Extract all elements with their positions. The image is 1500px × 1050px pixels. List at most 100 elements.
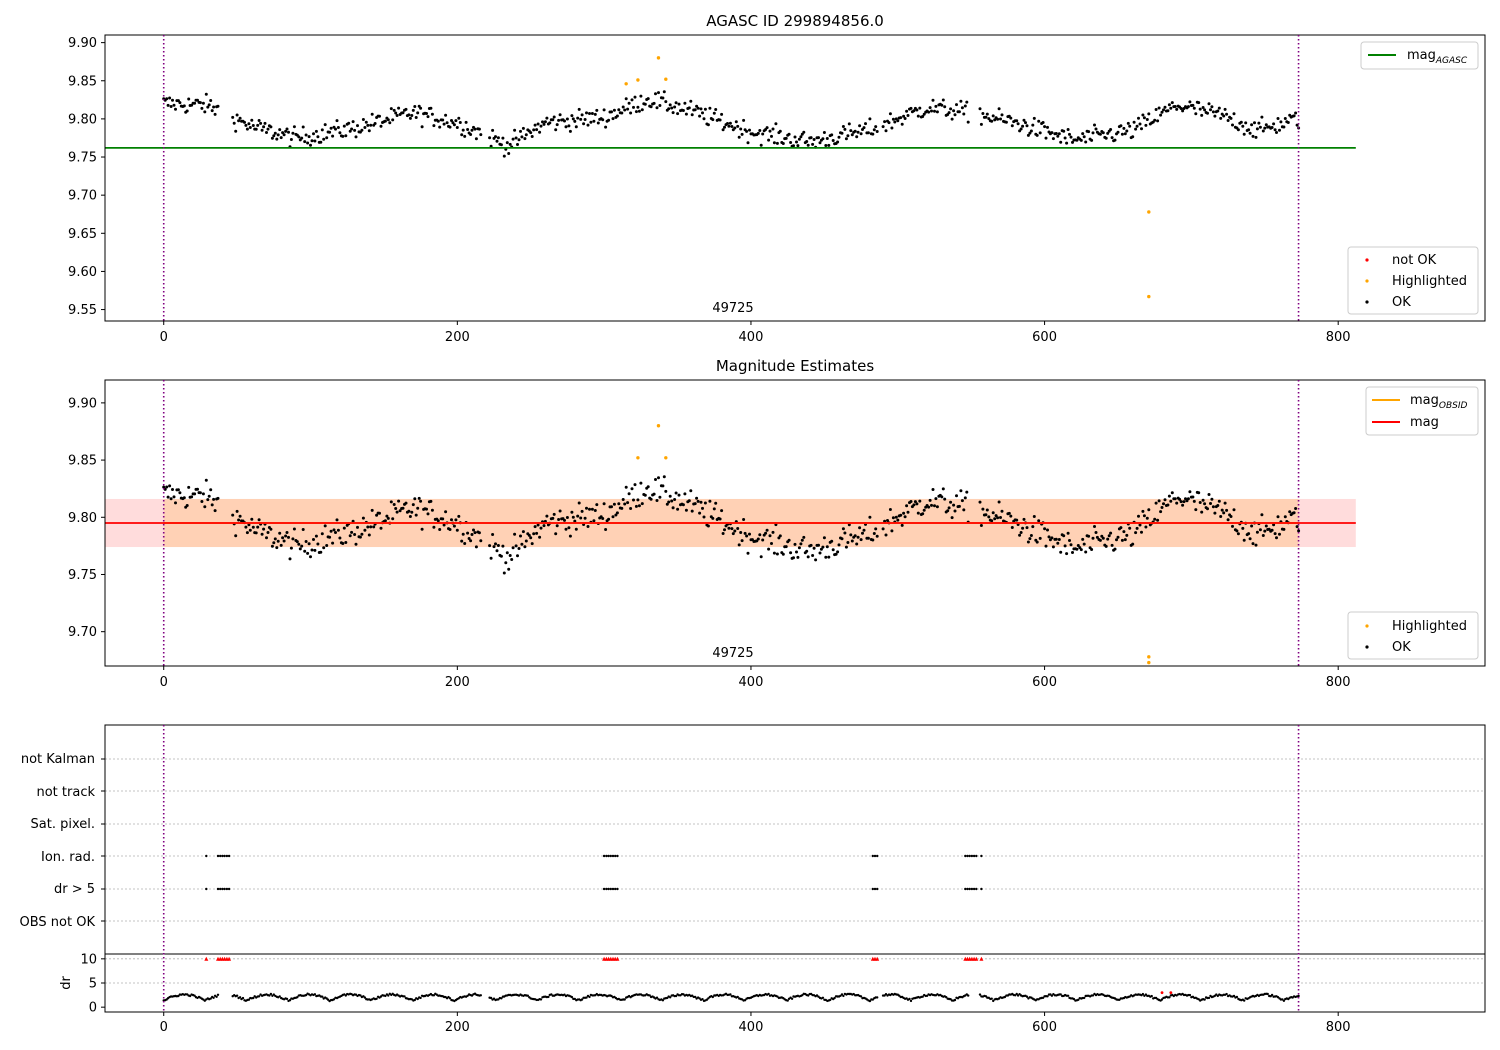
ok-point: [369, 525, 373, 529]
ok-point: [661, 484, 665, 488]
ok-point: [1282, 527, 1286, 531]
ok-point: [414, 513, 418, 517]
ok-point: [450, 119, 453, 122]
ok-point: [952, 503, 956, 507]
y-tick-label: 9.85: [68, 74, 97, 89]
ok-point: [827, 555, 831, 559]
dr-point: [288, 999, 292, 1002]
dr-point: [1168, 996, 1171, 999]
dr-point: [269, 992, 273, 996]
ok-point: [687, 499, 691, 503]
ok-point: [273, 537, 277, 541]
ok-point: [580, 509, 584, 513]
ok-point: [601, 118, 605, 122]
ok-point: [1157, 499, 1161, 503]
ok-point: [952, 109, 956, 113]
ok-point: [588, 507, 591, 511]
ok-point: [611, 117, 615, 121]
highlighted-point: [1147, 655, 1151, 659]
ok-point: [408, 515, 412, 518]
ok-point: [410, 114, 414, 117]
ok-point: [1032, 515, 1036, 518]
ok-point: [1010, 124, 1014, 128]
ok-point: [206, 498, 210, 502]
flag-point: [219, 854, 222, 858]
ok-point: [743, 531, 747, 535]
ok-point: [508, 554, 512, 557]
highlighted-point: [1147, 294, 1151, 299]
ok-point: [602, 108, 606, 112]
ok-point: [778, 534, 782, 538]
dr-point: [247, 998, 251, 1001]
ok-point: [595, 503, 599, 507]
ok-point: [538, 130, 542, 134]
ok-point: [209, 488, 213, 492]
ok-point: [658, 104, 662, 107]
ok-point: [1044, 136, 1048, 140]
ok-point: [768, 534, 772, 538]
ok-point: [203, 110, 207, 114]
ok-point: [957, 110, 961, 114]
ok-point: [668, 494, 672, 498]
ok-point: [426, 115, 430, 119]
ok-point: [934, 104, 938, 108]
ok-point: [354, 135, 358, 139]
ok-point: [965, 100, 969, 104]
ok-point: [1084, 140, 1088, 144]
ok-point: [385, 514, 389, 518]
ok-point: [841, 125, 845, 128]
ok-point: [900, 122, 904, 126]
ok-point: [673, 105, 677, 109]
ok-point: [201, 101, 205, 105]
ok-point: [554, 128, 558, 132]
ok-point: [209, 99, 213, 102]
ok-point: [592, 119, 596, 123]
ok-point: [1107, 534, 1111, 538]
ok-point: [1153, 517, 1157, 521]
dr-point: [949, 998, 952, 1001]
ok-point: [699, 500, 703, 504]
ok-point: [336, 126, 340, 129]
dr-point: [588, 995, 591, 999]
ok-point: [430, 508, 434, 512]
ok-point: [853, 534, 857, 538]
ok-point: [812, 138, 816, 141]
ok-point: [821, 137, 825, 141]
ok-point: [748, 532, 751, 536]
ok-point: [888, 112, 892, 116]
ok-point: [985, 508, 989, 512]
flag-row-label: not Kalman: [21, 752, 95, 767]
ok-point: [1201, 498, 1205, 502]
ok-point: [432, 124, 436, 128]
ok-point: [1157, 106, 1161, 110]
ok-point: [770, 542, 773, 545]
ok-point: [723, 528, 726, 532]
ok-point: [304, 133, 308, 137]
dr-point: [786, 999, 789, 1002]
x-tick-label: 400: [739, 330, 764, 345]
dr-point: [707, 997, 710, 1000]
ok-point: [746, 141, 750, 145]
ok-point: [632, 105, 635, 109]
ok-point: [615, 114, 619, 118]
ok-point: [787, 538, 791, 542]
ok-point: [212, 497, 216, 501]
ok-point: [1028, 537, 1032, 541]
ok-point: [1038, 536, 1042, 540]
ok-point: [949, 107, 953, 111]
ok-point: [429, 106, 433, 110]
ok-point: [234, 129, 238, 133]
dr-capped-marker: [227, 956, 232, 961]
ok-point: [799, 542, 803, 546]
ok-point: [748, 128, 751, 132]
dr-point: [1225, 992, 1228, 996]
ok-point: [574, 125, 578, 129]
ok-point: [300, 136, 304, 140]
ok-point: [784, 136, 788, 140]
ok-point: [1283, 117, 1287, 120]
ok-point: [981, 112, 985, 115]
ok-point: [256, 123, 260, 127]
dr-point: [967, 994, 970, 997]
ok-point: [818, 141, 822, 145]
dr-point: [563, 993, 566, 996]
